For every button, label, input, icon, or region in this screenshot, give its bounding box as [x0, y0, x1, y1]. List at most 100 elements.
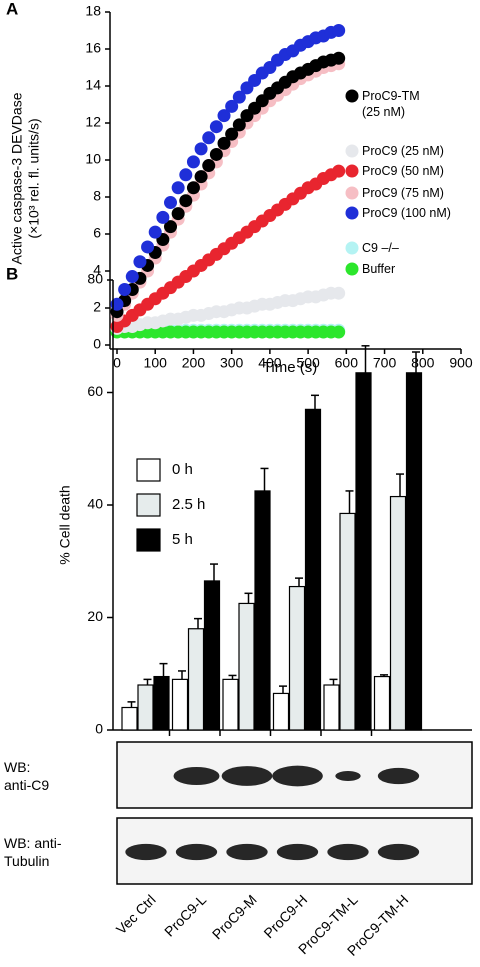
y-tick-label: 20: [87, 608, 103, 624]
x-tick-label: 300: [220, 355, 244, 371]
data-point: [209, 120, 223, 134]
y-tick-label: 80: [87, 271, 103, 287]
blot-band: [175, 843, 218, 861]
legend-marker: [345, 164, 359, 178]
y-tick-label: 14: [85, 77, 101, 93]
legend-label: ProC9-TM (25 nM): [362, 89, 420, 119]
data-point: [225, 127, 239, 141]
y-tick-label: 12: [85, 114, 101, 130]
x-tick-label: 0: [113, 355, 121, 371]
data-point: [225, 99, 239, 113]
y-tick-label: 18: [85, 3, 101, 19]
legend-label: C9 –/–: [362, 241, 399, 255]
legend-label: ProC9 (100 nM): [362, 206, 451, 220]
data-point: [332, 325, 346, 339]
legend-marker: [345, 262, 359, 276]
data-point: [164, 220, 178, 234]
y-tick-label: 16: [85, 40, 101, 56]
data-point: [171, 181, 185, 195]
data-point: [232, 90, 246, 104]
x-tick-label: 100: [144, 355, 168, 371]
bar: [254, 490, 271, 731]
blot-band: [335, 771, 361, 781]
legend-swatch: [136, 493, 161, 517]
bar: [222, 678, 239, 731]
panel-label: B: [6, 264, 18, 283]
bar: [238, 602, 255, 731]
category-label: ProC9-M: [209, 891, 260, 942]
blot-label: WB: anti- Tubulin: [4, 835, 62, 869]
data-point: [141, 240, 155, 254]
bar: [121, 706, 138, 731]
data-point: [217, 109, 231, 123]
bar: [405, 372, 423, 731]
data-point: [202, 131, 216, 145]
blot-band: [173, 767, 220, 785]
x-tick-label: 900: [449, 355, 473, 371]
x-tick-label: 600: [335, 355, 359, 371]
y-axis-label: % Cell death: [57, 485, 73, 564]
legend-marker: [345, 89, 359, 103]
y-tick-label: 6: [93, 225, 101, 241]
bar: [187, 628, 205, 731]
y-axis-label: (×10³ rel. fl. units/s): [26, 118, 42, 238]
blot-band: [276, 843, 319, 861]
legend-marker: [345, 241, 359, 255]
data-point: [332, 164, 346, 178]
legend-marker: [345, 206, 359, 220]
data-point: [156, 210, 170, 224]
legend-label: ProC9 (75 nM): [362, 186, 444, 200]
bar: [389, 495, 407, 731]
x-tick-label: 400: [258, 355, 282, 371]
y-tick-label: 40: [87, 496, 103, 512]
data-point: [209, 147, 223, 161]
legend-label: 5 h: [172, 531, 193, 548]
y-tick-label: 4: [93, 262, 101, 278]
bar: [153, 675, 170, 731]
blot-band: [226, 843, 268, 861]
data-point: [179, 194, 193, 208]
blot-band: [272, 765, 323, 787]
bar: [373, 675, 391, 731]
data-point: [332, 24, 346, 37]
bar: [339, 512, 356, 731]
legend-label: ProC9 (50 nM): [362, 164, 444, 178]
x-tick-label: 800: [411, 355, 435, 371]
x-tick-label: 700: [373, 355, 397, 371]
blot-band: [377, 767, 420, 785]
blot-band: [125, 843, 167, 861]
category-label: ProC9-L: [161, 891, 209, 939]
legend-label: Buffer: [362, 262, 396, 276]
data-point: [164, 196, 178, 210]
legend-label: 2.5 h: [172, 496, 205, 513]
bar: [288, 585, 306, 731]
bar: [304, 408, 322, 731]
data-point: [125, 270, 139, 284]
legend-marker: [345, 186, 359, 200]
bar: [272, 692, 290, 731]
bar: [323, 684, 340, 731]
blot-band: [221, 766, 273, 786]
legend-marker: [345, 144, 359, 158]
category-label: ProC9-H: [260, 891, 310, 941]
blot-label: WB: anti-C9: [4, 759, 50, 793]
blot-band: [377, 843, 420, 861]
blot-band: [327, 843, 369, 861]
y-tick-label: 60: [87, 383, 103, 399]
data-point: [118, 283, 132, 296]
category-label: Vec Ctrl: [113, 891, 159, 937]
x-tick-label: 500: [296, 355, 320, 371]
data-point: [217, 136, 231, 150]
legend-label: ProC9 (25 nM): [362, 144, 444, 158]
y-tick-label: 2: [93, 299, 101, 315]
y-tick-label: 0: [95, 721, 103, 737]
data-point: [332, 51, 346, 65]
data-point: [332, 286, 346, 300]
data-point: [194, 170, 208, 184]
legend-swatch: [136, 458, 161, 482]
data-point: [194, 142, 208, 156]
y-tick-label: 10: [85, 151, 101, 167]
legend-label: 0 h: [172, 461, 193, 478]
